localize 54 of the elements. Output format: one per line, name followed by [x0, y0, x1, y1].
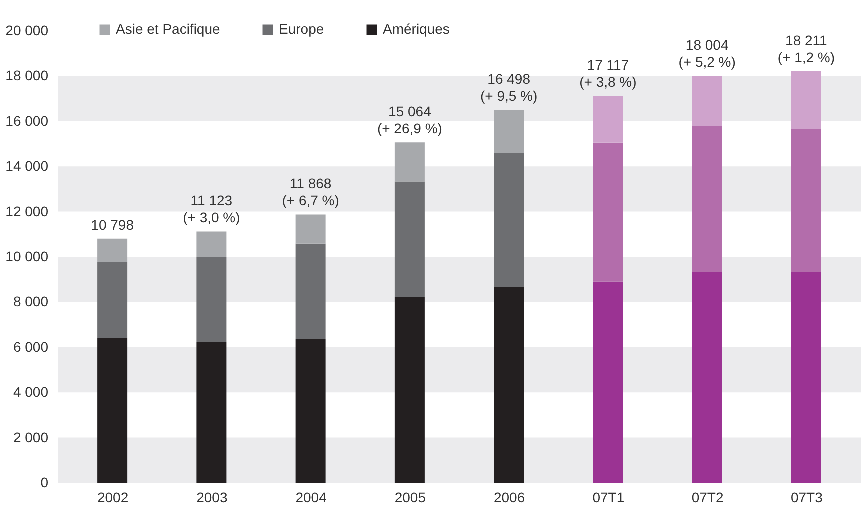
x-tick-label: 2003 [196, 490, 228, 506]
y-tick-label: 8 000 [13, 294, 49, 310]
y-tick-label: 10 000 [6, 248, 49, 264]
bar [196, 232, 227, 258]
total-label: 16 498 (+ 9,5 %) [480, 71, 538, 104]
x-tick-label: 07T2 [692, 490, 724, 506]
bar [791, 272, 822, 483]
x-tick-label: 07T3 [790, 490, 824, 506]
x-tick-label: 2002 [97, 490, 129, 506]
bar [394, 182, 425, 298]
bar [296, 244, 326, 340]
y-tick-label: 14 000 [6, 158, 49, 174]
bar [593, 142, 624, 282]
bar [98, 238, 128, 262]
total-label: 18 004 (+ 5,2 %) [678, 37, 736, 70]
bar [394, 142, 425, 182]
bar [494, 153, 524, 288]
x-tick-label: 2004 [296, 490, 328, 506]
legend-label: Europe [279, 21, 324, 37]
bar [593, 282, 624, 483]
bar [791, 71, 822, 130]
y-tick-label: 2 000 [13, 429, 49, 446]
bar [692, 272, 722, 483]
legend-label: Asie et Pacifique [116, 21, 220, 37]
bar [296, 214, 326, 244]
total-label: 11 868 (+ 6,7 %) [282, 176, 340, 209]
y-tick-label: 20 000 [6, 22, 49, 38]
bar [494, 110, 524, 154]
total-label: 15 064 (+ 26,9 %) [377, 104, 442, 137]
y-tick-label: 18 000 [6, 68, 49, 84]
bar [692, 76, 722, 126]
total-label: 11 123 (+ 3,0 %) [183, 192, 240, 226]
y-tick-label: 0 [40, 474, 49, 490]
bar [394, 297, 425, 483]
x-tick-label: 07T1 [592, 490, 625, 506]
y-tick-label: 6 000 [13, 338, 49, 355]
y-tick-label: 16 000 [6, 112, 49, 129]
total-label: 10 798 [91, 216, 134, 233]
bar [196, 342, 227, 483]
total-label: 17 117 (+ 3,8 %) [580, 57, 637, 90]
legend-label: Amériques [383, 21, 450, 37]
x-tick-label: 2006 [494, 490, 526, 506]
bar [494, 288, 524, 483]
x-tick-label: 2005 [394, 490, 426, 506]
total-label: 18 211 (+ 1,2 %) [778, 32, 836, 66]
bar [593, 96, 624, 143]
bar [98, 262, 128, 338]
bar [692, 126, 722, 272]
y-tick-label: 12 000 [6, 203, 49, 220]
bar [196, 257, 227, 342]
bar [98, 338, 128, 483]
y-tick-label: 4 000 [13, 384, 49, 400]
bar [791, 129, 822, 272]
bar [296, 339, 326, 483]
